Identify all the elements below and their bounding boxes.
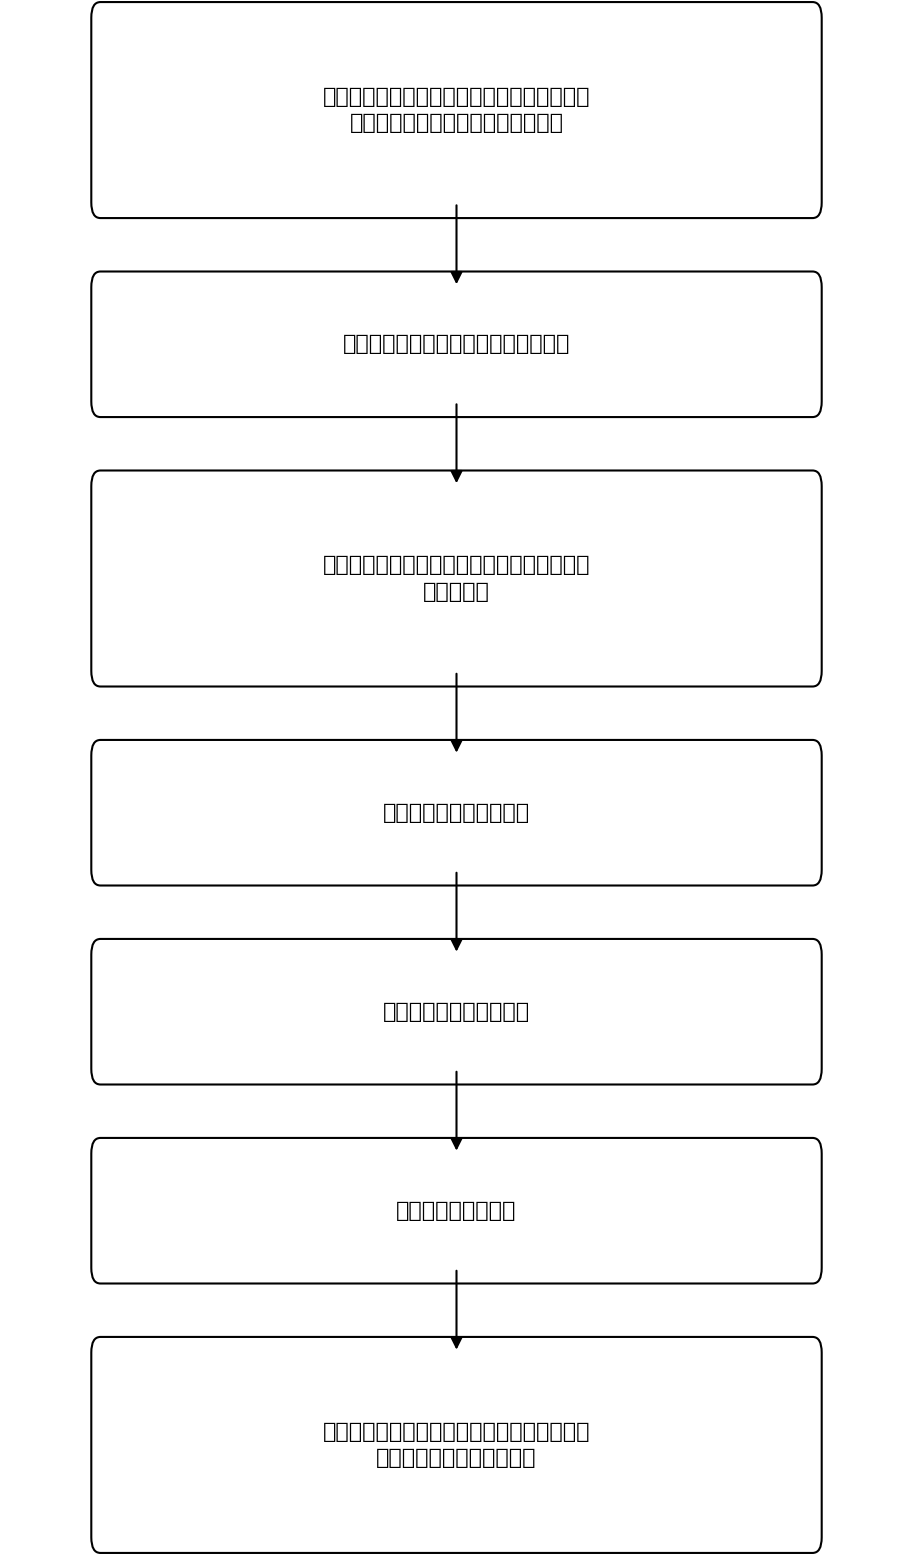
Text: 通过萨瑟兰公式确定整机试验及部件试验的动
力粘性系数: 通过萨瑟兰公式确定整机试验及部件试验的动 力粘性系数 xyxy=(323,555,590,602)
Text: 确定部件试验的进口压力: 确定部件试验的进口压力 xyxy=(383,802,530,823)
Text: 给定进行部件试验的涡轮盘腔进口温度: 给定进行部件试验的涡轮盘腔进口温度 xyxy=(342,334,571,355)
FancyBboxPatch shape xyxy=(91,471,822,686)
FancyBboxPatch shape xyxy=(91,2,822,218)
Text: 根据所述部件试验的进口温度、进口压力、出
口压力及转速开展部件试验: 根据所述部件试验的进口温度、进口压力、出 口压力及转速开展部件试验 xyxy=(323,1421,590,1468)
Text: 获取发动机整机条件下测试的涡轮盘腔进口温
度、进口压力，出口压力及物理转速: 获取发动机整机条件下测试的涡轮盘腔进口温 度、进口压力，出口压力及物理转速 xyxy=(323,87,590,134)
FancyBboxPatch shape xyxy=(91,1337,822,1553)
Text: 确定部件试验的转速: 确定部件试验的转速 xyxy=(396,1200,517,1221)
FancyBboxPatch shape xyxy=(91,272,822,417)
FancyBboxPatch shape xyxy=(91,740,822,885)
FancyBboxPatch shape xyxy=(91,939,822,1084)
FancyBboxPatch shape xyxy=(91,1138,822,1283)
Text: 确定部件试验的出口压力: 确定部件试验的出口压力 xyxy=(383,1001,530,1022)
